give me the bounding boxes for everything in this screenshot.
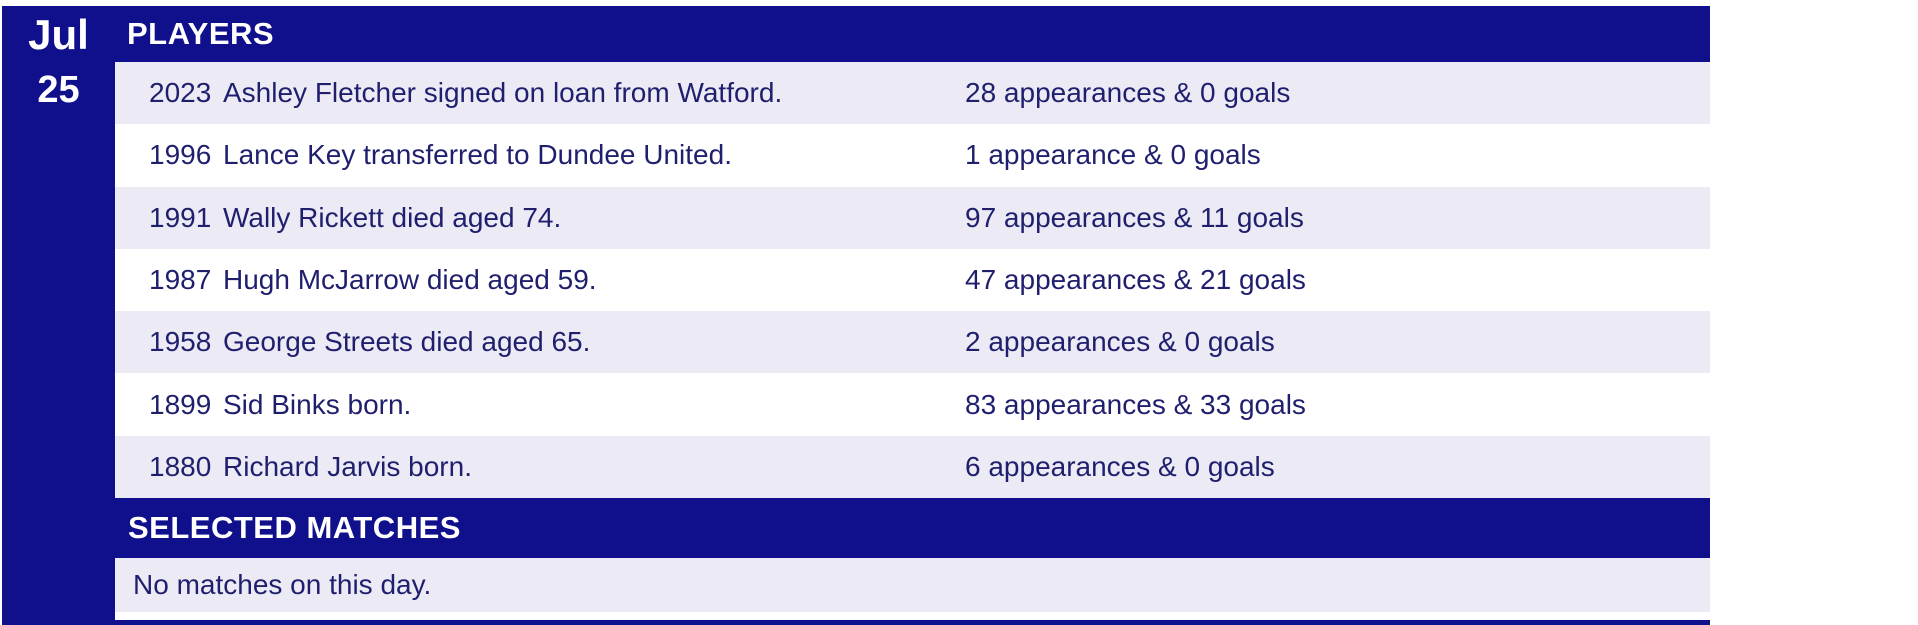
event-year: 1899 — [149, 388, 212, 420]
event-description: George Streets died aged 65. — [223, 326, 591, 358]
player-row: 2023 Ashley Fletcher signed on loan from… — [115, 62, 1710, 125]
event-description: Lance Key transferred to Dundee United. — [223, 139, 732, 171]
event-description: Ashley Fletcher signed on loan from Watf… — [223, 77, 783, 109]
matches-empty-message: No matches on this day. — [133, 569, 432, 600]
on-this-day-card: PLAYERS Jul 25 2023 Ashley Fletcher sign… — [2, 6, 1710, 625]
event-year: 1880 — [149, 450, 212, 482]
event-stats: 1 appearance & 0 goals — [965, 139, 1261, 171]
event-stats: 6 appearances & 0 goals — [965, 450, 1275, 482]
player-row: 1958 George Streets died aged 65. 2 appe… — [115, 311, 1710, 374]
players-header-bar: PLAYERS — [2, 6, 1710, 62]
event-description: Hugh McJarrow died aged 59. — [223, 263, 597, 295]
date-month: Jul — [28, 11, 89, 58]
matches-empty-row: No matches on this day. — [115, 558, 1710, 612]
event-year: 1991 — [149, 201, 212, 233]
player-row: 1880 Richard Jarvis born. 6 appearances … — [115, 435, 1710, 498]
event-year: 1996 — [149, 139, 212, 171]
event-year: 1987 — [149, 263, 212, 295]
date-sidebar: Jul 25 — [2, 6, 115, 625]
event-year: 2023 — [149, 77, 212, 109]
event-description: Sid Binks born. — [223, 388, 412, 420]
player-row: 1996 Lance Key transferred to Dundee Uni… — [115, 124, 1710, 186]
event-stats: 47 appearances & 21 goals — [965, 263, 1306, 295]
player-row: 1991 Wally Rickett died aged 74. 97 appe… — [115, 186, 1710, 249]
event-stats: 83 appearances & 33 goals — [965, 388, 1306, 420]
event-description: Richard Jarvis born. — [223, 450, 472, 482]
event-stats: 28 appearances & 0 goals — [965, 77, 1291, 109]
player-row: 1899 Sid Binks born. 83 appearances & 33… — [115, 373, 1710, 435]
players-table: 2023 Ashley Fletcher signed on loan from… — [115, 62, 1710, 498]
event-description: Wally Rickett died aged 74. — [223, 201, 562, 233]
player-row: 1987 Hugh McJarrow died aged 59. 47 appe… — [115, 249, 1710, 311]
event-year: 1958 — [149, 326, 212, 358]
matches-header-bar: SELECTED MATCHES — [115, 498, 1710, 558]
date-day: 25 — [37, 69, 80, 112]
matches-section-title: SELECTED MATCHES — [128, 510, 461, 545]
event-stats: 97 appearances & 11 goals — [965, 201, 1304, 233]
event-stats: 2 appearances & 0 goals — [965, 326, 1275, 358]
card-bottom-border — [2, 620, 1710, 625]
players-section-title: PLAYERS — [127, 16, 275, 51]
